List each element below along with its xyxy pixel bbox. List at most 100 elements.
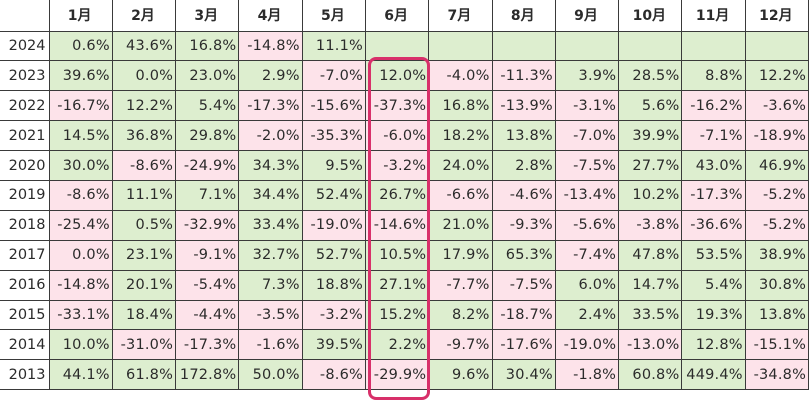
positive-return-cell: 39.6% <box>48 60 113 92</box>
negative-return-cell: -18.7% <box>491 299 556 331</box>
positive-return-cell: 30.0% <box>48 150 113 181</box>
positive-return-cell: 8.2% <box>428 299 493 331</box>
positive-return-cell: 2.8% <box>491 150 556 181</box>
positive-return-cell: 12.0% <box>364 60 430 92</box>
year-label: 2015 <box>0 299 50 331</box>
positive-return-cell: 20.1% <box>111 269 177 301</box>
negative-return-cell: -4.6% <box>491 179 556 211</box>
negative-return-cell: -31.0% <box>111 329 177 361</box>
positive-return-cell: 61.8% <box>111 359 177 391</box>
positive-return-cell: 34.3% <box>238 150 303 181</box>
positive-return-cell: 43.6% <box>111 30 177 62</box>
positive-return-cell: 46.9% <box>744 150 810 181</box>
negative-return-cell: -36.6% <box>681 209 746 241</box>
positive-return-cell: 14.5% <box>48 120 113 152</box>
positive-return-cell: 10.5% <box>364 239 430 271</box>
header-row: 1月 2月 3月 4月 5月 6月 7月 8月 9月 10月 11月 12月 <box>0 0 810 32</box>
negative-return-cell: -17.3% <box>238 90 303 122</box>
positive-return-cell: 11.1% <box>111 179 177 211</box>
month-header: 3月 <box>175 0 240 32</box>
empty-cell <box>681 30 746 62</box>
negative-return-cell: -8.6% <box>111 150 177 181</box>
positive-return-cell: 17.9% <box>428 239 493 271</box>
negative-return-cell: -18.9% <box>744 120 810 152</box>
negative-return-cell: -14.8% <box>238 30 303 62</box>
negative-return-cell: -6.0% <box>364 120 430 152</box>
positive-return-cell: 19.3% <box>681 299 746 331</box>
positive-return-cell: 52.7% <box>301 239 366 271</box>
positive-return-cell: 60.8% <box>618 359 683 391</box>
positive-return-cell: 52.4% <box>301 179 366 211</box>
negative-return-cell: -8.6% <box>48 179 113 211</box>
negative-return-cell: -7.7% <box>428 269 493 301</box>
month-header: 4月 <box>238 0 303 32</box>
positive-return-cell: 39.5% <box>301 329 366 361</box>
negative-return-cell: -1.8% <box>554 359 620 391</box>
table-row: 2018 -25.4% 0.5% -32.9% 33.4% -19.0% -14.6% 21.… <box>0 209 810 241</box>
corner-cell <box>0 0 50 32</box>
table-row: 2014 10.0% -31.0% -17.3% -1.6% 39.5% 2.2% -9.7%… <box>0 329 810 361</box>
positive-return-cell: 13.8% <box>744 299 810 331</box>
positive-return-cell: 12.2% <box>111 90 177 122</box>
negative-return-cell: -4.0% <box>428 60 493 92</box>
negative-return-cell: -5.2% <box>744 209 810 241</box>
year-label: 2024 <box>0 30 50 62</box>
year-label: 2013 <box>0 359 50 391</box>
year-label: 2018 <box>0 209 50 241</box>
negative-return-cell: -24.9% <box>175 150 240 181</box>
positive-return-cell: 11.1% <box>301 30 366 62</box>
negative-return-cell: -7.0% <box>554 120 620 152</box>
negative-return-cell: -14.8% <box>48 269 113 301</box>
year-label: 2019 <box>0 179 50 211</box>
positive-return-cell: 15.2% <box>364 299 430 331</box>
positive-return-cell: 18.2% <box>428 120 493 152</box>
positive-return-cell: 18.4% <box>111 299 177 331</box>
empty-cell <box>428 30 493 62</box>
negative-return-cell: -8.6% <box>301 359 366 391</box>
positive-return-cell: 5.4% <box>681 269 746 301</box>
table-row: 2016 -14.8% 20.1% -5.4% 7.3% 18.8% 27.1% -7.7% -… <box>0 269 810 301</box>
positive-return-cell: 0.5% <box>111 209 177 241</box>
negative-return-cell: -33.1% <box>48 299 113 331</box>
negative-return-cell: -17.3% <box>175 329 240 361</box>
table-row: 2023 39.6% 0.0% 23.0% 2.9% -7.0% 12.0% -4.0% -11… <box>0 60 810 92</box>
negative-return-cell: -15.6% <box>301 90 366 122</box>
positive-return-cell: 29.8% <box>175 120 240 152</box>
positive-return-cell: 18.8% <box>301 269 366 301</box>
negative-return-cell: -9.1% <box>175 239 240 271</box>
positive-return-cell: 50.0% <box>238 359 303 391</box>
positive-return-cell: 26.7% <box>364 179 430 211</box>
month-header: 8月 <box>491 0 556 32</box>
negative-return-cell: -34.8% <box>744 359 810 391</box>
negative-return-cell: -16.2% <box>681 90 746 122</box>
year-label: 2020 <box>0 150 50 181</box>
year-label: 2022 <box>0 90 50 122</box>
empty-cell <box>364 30 430 62</box>
negative-return-cell: 0.0% <box>48 239 113 271</box>
positive-return-cell: 12.8% <box>681 329 746 361</box>
negative-return-cell: -3.5% <box>238 299 303 331</box>
table-row: 2021 14.5% 36.8% 29.8% -2.0% -35.3% -6.0% 18.2%… <box>0 120 810 152</box>
positive-return-cell: 39.9% <box>618 120 683 152</box>
positive-return-cell: 38.9% <box>744 239 810 271</box>
positive-return-cell: 10.0% <box>48 329 113 361</box>
positive-return-cell: 9.5% <box>301 150 366 181</box>
negative-return-cell: -1.6% <box>238 329 303 361</box>
negative-return-cell: -4.4% <box>175 299 240 331</box>
month-header: 7月 <box>428 0 493 32</box>
positive-return-cell: 10.2% <box>618 179 683 211</box>
positive-return-cell: 30.4% <box>491 359 556 391</box>
negative-return-cell: -17.3% <box>681 179 746 211</box>
monthly-returns-table: 1月 2月 3月 4月 5月 6月 7月 8月 9月 10月 11月 12月 2… <box>0 0 810 391</box>
positive-return-cell: 32.7% <box>238 239 303 271</box>
positive-return-cell: 16.8% <box>428 90 493 122</box>
year-label: 2016 <box>0 269 50 301</box>
positive-return-cell: 14.7% <box>618 269 683 301</box>
positive-return-cell: 28.5% <box>618 60 683 92</box>
positive-return-cell: 30.8% <box>744 269 810 301</box>
table-row: 2015 -33.1% 18.4% -4.4% -3.5% -3.2% 15.2% 8.2% -… <box>0 299 810 331</box>
negative-return-cell: -9.7% <box>428 329 493 361</box>
negative-return-cell: -7.5% <box>491 269 556 301</box>
positive-return-cell: 27.1% <box>364 269 430 301</box>
empty-cell <box>491 30 556 62</box>
